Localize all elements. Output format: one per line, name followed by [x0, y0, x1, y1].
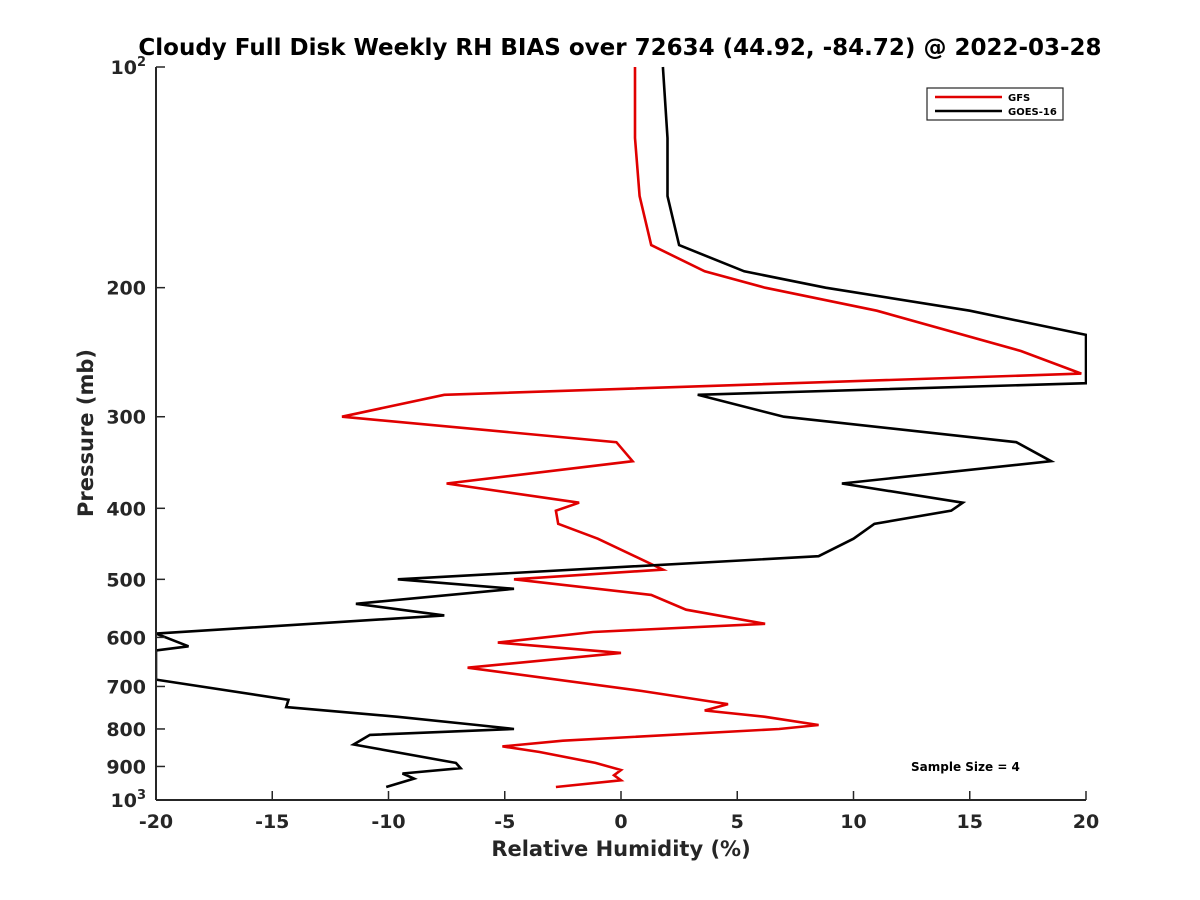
- x-tick-label: -5: [494, 811, 515, 833]
- legend-label-goes-16: GOES-16: [1008, 107, 1057, 118]
- x-tick-label: 5: [731, 811, 744, 833]
- y-tick-label: 800: [106, 719, 146, 741]
- chart-title: Cloudy Full Disk Weekly RH BIAS over 726…: [138, 35, 1101, 61]
- x-axis-label: Relative Humidity (%): [491, 837, 750, 861]
- x-tick-label: -10: [371, 811, 405, 833]
- x-tick-label: 15: [957, 811, 983, 833]
- y-tick-label: 102: [111, 55, 147, 79]
- x-tick-label: -15: [255, 811, 289, 833]
- y-tick-label: 103: [111, 788, 147, 812]
- y-tick-label: 900: [106, 756, 146, 778]
- y-tick-label: 700: [106, 676, 146, 698]
- legend-box: [926, 87, 1064, 121]
- x-tick-label: -20: [139, 811, 173, 833]
- y-tick-base: 10: [111, 57, 137, 79]
- y-tick-label: 600: [106, 627, 146, 649]
- y-tick-label: 500: [106, 569, 146, 591]
- x-tick-label: 10: [840, 811, 866, 833]
- y-tick-exponent: 2: [137, 55, 146, 70]
- x-ticks: -20 -15 -10 -5 0 5 10 15 20: [139, 791, 1099, 833]
- x-tick-label: 0: [614, 811, 627, 833]
- y-tick-base: 10: [111, 790, 137, 812]
- y-tick-exponent: 3: [137, 788, 146, 803]
- y-axis-label: Pressure (mb): [74, 349, 98, 517]
- legend-label-gfs: GFS: [1008, 93, 1030, 104]
- y-tick-label: 400: [106, 498, 146, 520]
- legend: GFS GOES-16: [926, 87, 1064, 121]
- sample-size-annotation: Sample Size = 4: [911, 760, 1020, 774]
- x-tick-label: 20: [1073, 811, 1099, 833]
- series-layer: [155, 66, 1087, 789]
- y-tick-label: 300: [106, 407, 146, 429]
- y-tick-label: 200: [106, 278, 146, 300]
- series-line-gfs: [341, 67, 1082, 789]
- series-line-goes-16: [155, 66, 1087, 789]
